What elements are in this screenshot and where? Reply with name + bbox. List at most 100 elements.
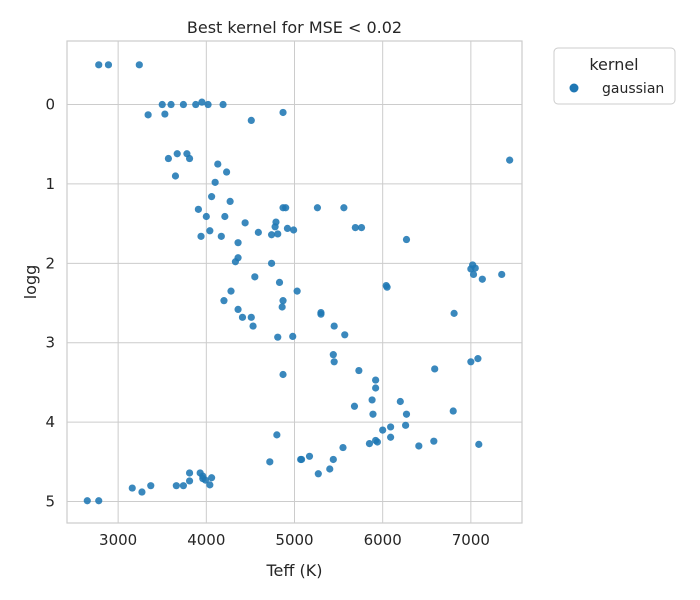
data-point [275,278,284,286]
data-point [273,431,281,439]
data-point [234,305,242,313]
data-point [467,358,475,366]
data-point [266,458,274,466]
data-point [475,440,483,448]
data-point [185,154,194,163]
data-point [326,465,334,473]
data-point [396,397,404,406]
y-axis-label: logg [21,265,40,300]
data-point [267,259,276,267]
data-point [254,228,262,236]
data-point [221,212,229,221]
data-point [474,355,482,363]
data-point [173,150,181,158]
data-point [179,100,187,109]
tick-labels: 3000 4000 5000 6000 7000 0 1 2 3 4 5 [45,96,489,549]
data-point [498,270,506,279]
data-point [247,116,255,125]
data-point [372,436,380,445]
data-point [369,410,377,418]
y-tick-label: 1 [45,175,55,193]
data-point [368,396,376,404]
data-point [297,455,306,464]
data-point [197,232,205,240]
data-point [365,439,374,448]
legend-label-gaussian: gaussian [602,81,664,97]
y-tick-label: 0 [45,96,55,114]
data-point [171,172,180,180]
data-point [402,235,411,244]
data-points [83,61,514,505]
legend-marker-gaussian [569,83,579,93]
data-point [279,370,287,379]
data-point [372,384,380,392]
data-point [289,332,297,340]
data-point [279,297,287,305]
data-point [279,108,287,117]
data-point [267,231,276,239]
data-point [227,287,235,295]
data-point [387,423,395,431]
data-point [135,61,143,69]
legend: kernel gaussian [553,47,676,105]
data-point [282,204,290,212]
data-point [330,358,338,366]
data-point [138,488,146,496]
data-point [317,310,325,318]
legend-box [553,47,676,105]
y-tick-label: 5 [45,493,55,511]
data-point [341,331,349,339]
data-point [147,482,155,490]
data-point [383,283,391,291]
data-point [402,410,411,418]
data-point [194,205,202,213]
data-point [313,204,322,212]
data-point [251,273,259,281]
data-point [167,100,175,109]
data-point [172,482,180,490]
data-point [220,297,228,305]
data-point [185,477,194,485]
data-point [83,497,91,505]
grid [67,41,522,523]
data-point [214,160,222,168]
data-point [198,98,206,106]
data-point [208,193,216,201]
data-point [202,212,210,221]
data-point [314,470,322,478]
data-point [478,275,486,283]
data-point [164,154,173,163]
y-tick-label: 3 [45,334,55,352]
x-axis-label: Teff (K) [266,561,323,580]
data-point [144,111,152,119]
x-tick-label: 5000 [275,531,313,549]
data-point [206,227,214,235]
data-point [339,443,347,452]
data-point [247,313,255,321]
data-point [350,402,359,410]
data-point [206,481,214,489]
data-point [161,110,169,118]
data-point [305,452,314,460]
data-point [226,197,234,206]
data-point [415,442,423,450]
data-point [249,322,257,330]
x-tick-label: 4000 [187,531,225,549]
data-point [469,270,478,279]
data-point [95,497,103,505]
data-point [471,264,479,272]
data-point [290,226,298,234]
data-point [128,484,136,492]
data-point [431,365,439,373]
data-point [238,313,247,321]
data-point [204,100,212,109]
data-point [402,421,410,429]
data-point [293,287,301,295]
data-point [231,258,240,266]
x-tick-label: 7000 [452,531,490,549]
data-point [355,366,363,375]
data-point [241,219,249,227]
data-point [201,476,210,484]
legend-title: kernel [589,55,638,74]
